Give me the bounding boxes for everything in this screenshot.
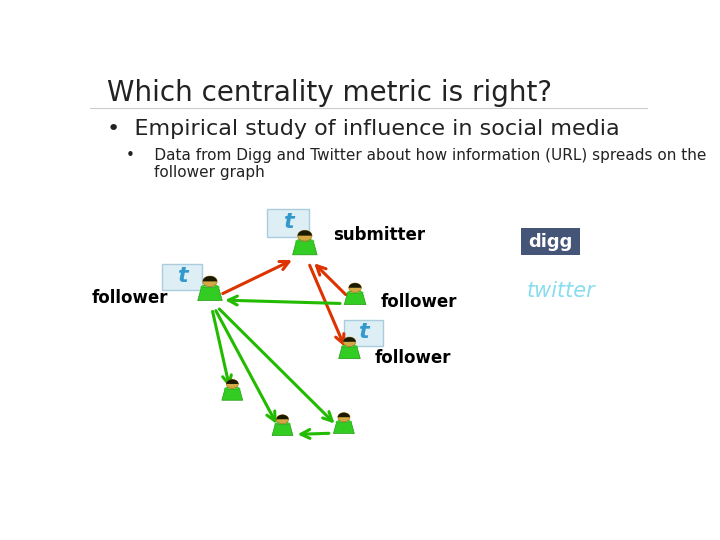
Polygon shape xyxy=(297,231,312,235)
Text: follower: follower xyxy=(91,289,168,307)
Circle shape xyxy=(276,415,289,424)
FancyBboxPatch shape xyxy=(521,228,580,255)
Text: submitter: submitter xyxy=(333,226,425,244)
Text: t: t xyxy=(283,212,294,232)
Text: twitter: twitter xyxy=(527,281,596,301)
Polygon shape xyxy=(338,347,360,359)
Text: follower graph: follower graph xyxy=(154,165,265,180)
Polygon shape xyxy=(272,424,293,436)
Polygon shape xyxy=(344,293,366,305)
Polygon shape xyxy=(203,276,217,281)
Text: follower: follower xyxy=(380,293,456,311)
Polygon shape xyxy=(333,422,354,434)
Circle shape xyxy=(338,413,350,422)
Polygon shape xyxy=(348,283,361,288)
FancyBboxPatch shape xyxy=(267,209,309,237)
Text: Which centrality metric is right?: Which centrality metric is right? xyxy=(107,79,552,107)
Text: follower: follower xyxy=(374,349,451,367)
Circle shape xyxy=(297,231,312,241)
Circle shape xyxy=(343,337,356,347)
Circle shape xyxy=(203,276,217,287)
Polygon shape xyxy=(292,241,317,255)
Polygon shape xyxy=(343,337,356,342)
FancyBboxPatch shape xyxy=(163,264,202,289)
Polygon shape xyxy=(226,380,238,384)
Circle shape xyxy=(348,283,361,293)
Polygon shape xyxy=(222,389,243,400)
Polygon shape xyxy=(338,413,350,417)
Text: t: t xyxy=(358,322,369,342)
Text: •  Empirical study of influence in social media: • Empirical study of influence in social… xyxy=(107,119,619,139)
Text: digg: digg xyxy=(528,233,572,251)
Circle shape xyxy=(226,380,238,388)
Text: •    Data from Digg and Twitter about how information (URL) spreads on the: • Data from Digg and Twitter about how i… xyxy=(126,148,706,163)
FancyBboxPatch shape xyxy=(344,320,383,346)
Text: t: t xyxy=(176,266,187,286)
Polygon shape xyxy=(276,415,289,419)
Polygon shape xyxy=(198,287,222,301)
